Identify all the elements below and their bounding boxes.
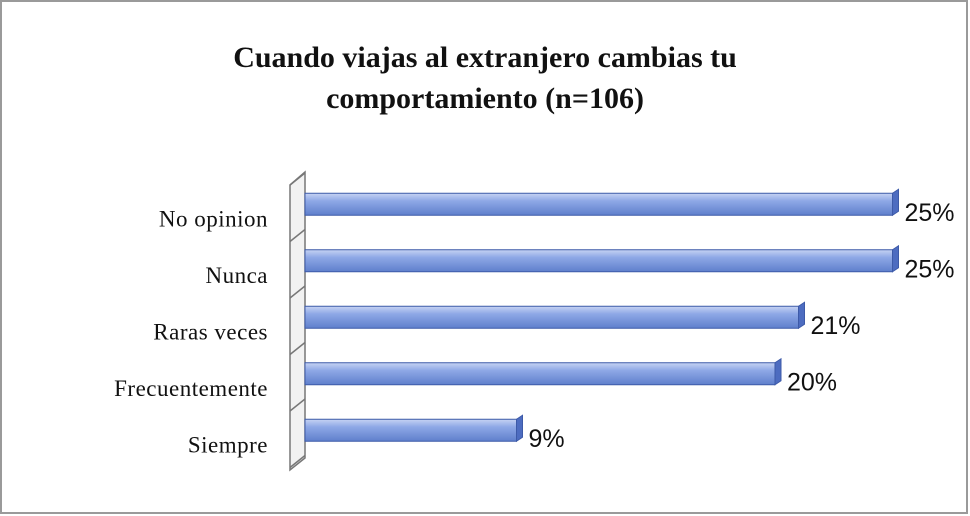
y-tick-label: Frecuentemente bbox=[114, 376, 268, 401]
bar-end bbox=[798, 301, 805, 330]
y-tick-label: Nunca bbox=[205, 263, 268, 288]
bar bbox=[304, 305, 799, 329]
category-separator bbox=[289, 454, 306, 469]
bar bbox=[304, 192, 893, 216]
value-label: 20% bbox=[787, 368, 837, 396]
chart-title: comportamiento (n=106) bbox=[326, 82, 644, 115]
category-separator bbox=[289, 228, 306, 243]
chart-title: Cuando viajas al extranjero cambias tu bbox=[233, 41, 737, 74]
value-label: 25% bbox=[905, 255, 955, 283]
value-label: 9% bbox=[529, 425, 565, 453]
bar bbox=[304, 362, 776, 386]
y-tick-label: Siempre bbox=[188, 433, 268, 458]
bar bbox=[304, 249, 893, 273]
category-separator bbox=[289, 285, 306, 299]
bar-end bbox=[892, 188, 899, 217]
category-separator bbox=[289, 398, 306, 412]
value-label: 25% bbox=[905, 199, 955, 227]
category-separator bbox=[289, 341, 306, 356]
y-tick-label: Raras veces bbox=[153, 320, 268, 345]
bar-end bbox=[774, 357, 782, 386]
bar-end bbox=[892, 244, 899, 273]
y-tick-label: No opinion bbox=[159, 207, 268, 232]
bar bbox=[304, 418, 517, 442]
category-separator bbox=[289, 172, 306, 186]
side-wall bbox=[289, 170, 306, 472]
bar-end bbox=[516, 414, 523, 443]
value-label: 21% bbox=[811, 312, 861, 340]
